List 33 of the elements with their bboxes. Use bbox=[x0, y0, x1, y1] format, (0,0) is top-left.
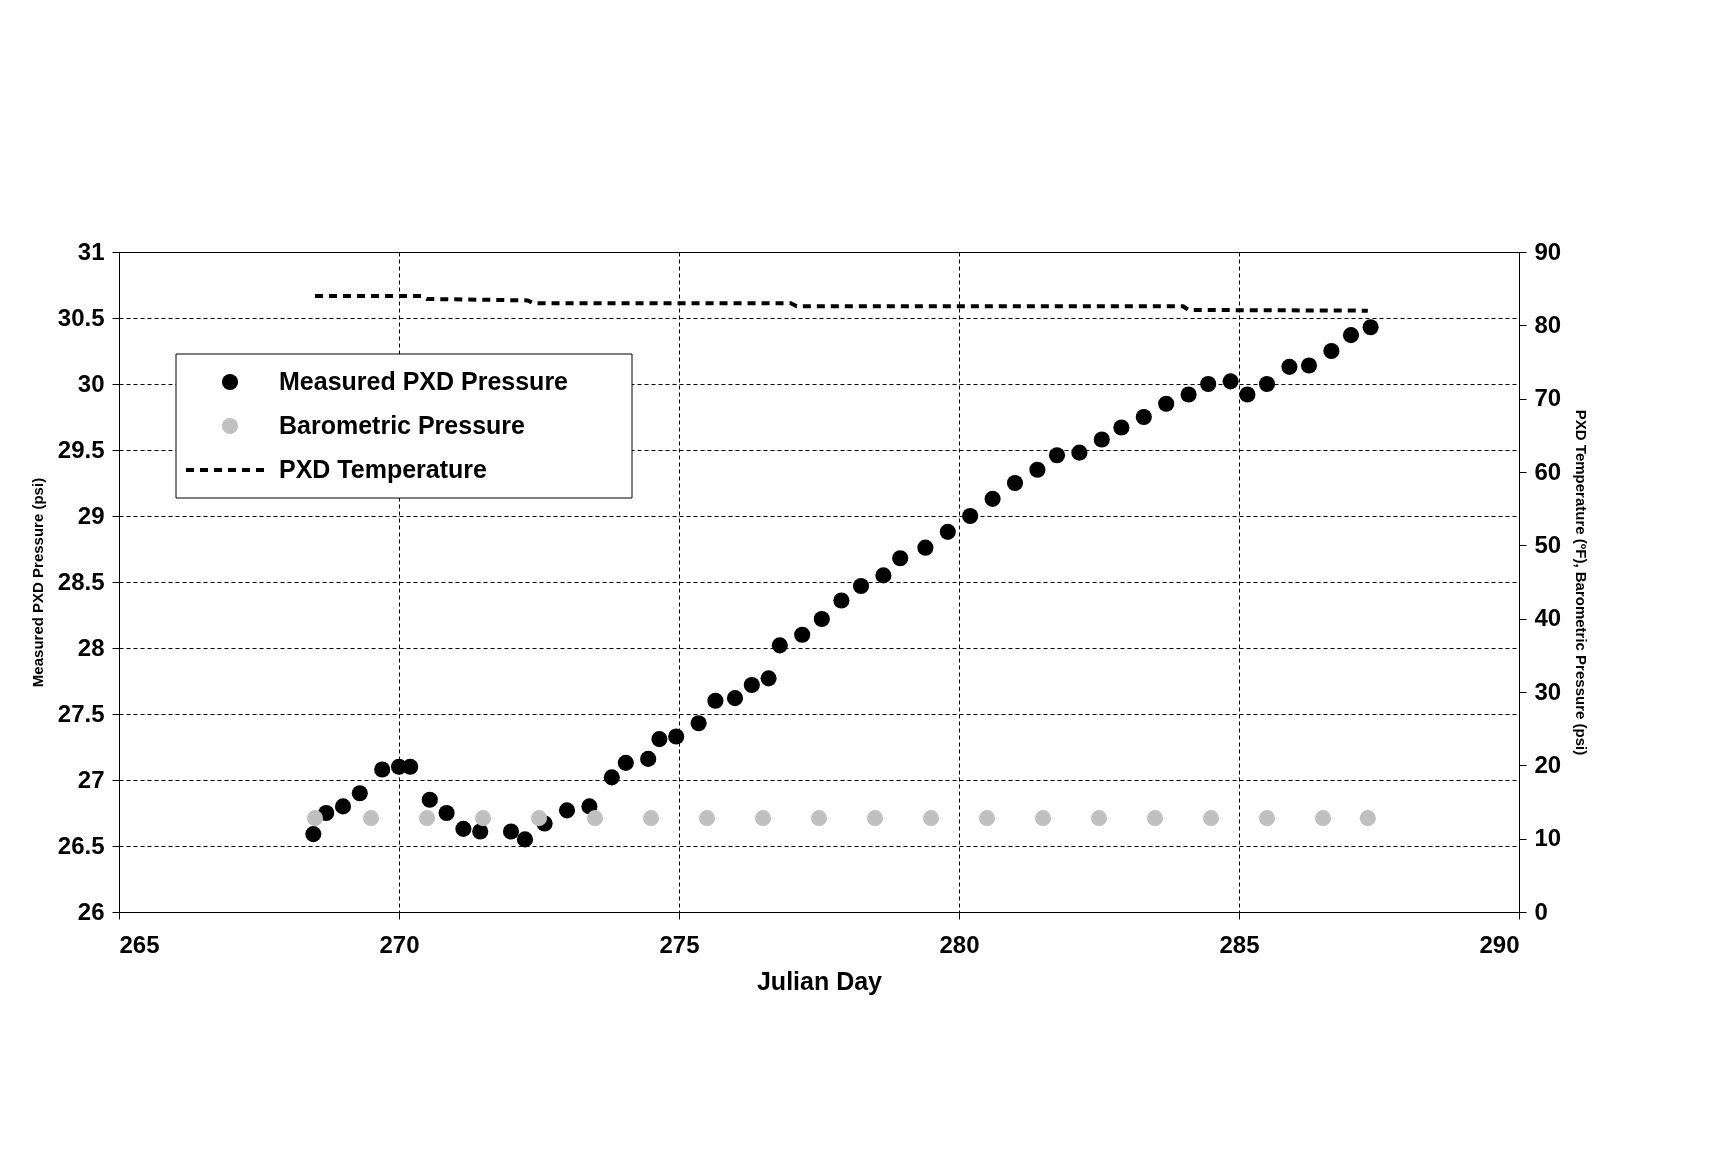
y2-tick-label: 50 bbox=[1534, 530, 1562, 558]
y-tick-label: 30 bbox=[77, 369, 105, 397]
y2-tick-label: 90 bbox=[1534, 237, 1562, 265]
y-tick-label: 28 bbox=[77, 633, 105, 661]
y-tick-label: 26 bbox=[77, 897, 105, 925]
x-axis-title: Julian Day bbox=[756, 966, 883, 995]
x-tick-label: 265 bbox=[119, 930, 160, 958]
y2-tick-label: 60 bbox=[1534, 457, 1562, 485]
y2-tick-label: 80 bbox=[1534, 310, 1562, 338]
y-tick-label: 28.5 bbox=[57, 567, 105, 595]
y-tick-label: 27.5 bbox=[57, 699, 105, 727]
y-tick-label: 31 bbox=[77, 237, 105, 265]
y2-tick-label: 40 bbox=[1534, 604, 1562, 632]
legend-label: Measured PXD Pressure bbox=[279, 367, 569, 395]
y-tick-label: 29 bbox=[77, 501, 105, 529]
y2-tick-label: 70 bbox=[1534, 384, 1562, 412]
legend-label: PXD Temperature bbox=[279, 455, 488, 483]
y-tick-label: 30.5 bbox=[57, 303, 105, 331]
y-axis-title: Measured PXD Pressure (psi) bbox=[28, 477, 46, 688]
y2-axis-title: PXD Temperature (ºF), Barometric Pressure (psi) bbox=[1573, 409, 1591, 756]
x-tick-label: 290 bbox=[1479, 930, 1520, 958]
y2-tick-label: 0 bbox=[1534, 897, 1548, 925]
x-tick-label: 285 bbox=[1219, 930, 1260, 958]
legend-label: Barometric Pressure bbox=[279, 411, 526, 439]
x-tick-label: 270 bbox=[379, 930, 420, 958]
y-tick-label: 27 bbox=[77, 765, 105, 793]
y-tick-label: 29.5 bbox=[57, 435, 105, 463]
y-tick-label: 26.5 bbox=[57, 831, 105, 859]
x-tick-label: 275 bbox=[659, 930, 700, 958]
y2-tick-label: 10 bbox=[1534, 824, 1562, 852]
y2-tick-label: 20 bbox=[1534, 750, 1562, 778]
x-tick-label: 280 bbox=[939, 930, 980, 958]
y2-tick-label: 30 bbox=[1534, 677, 1562, 705]
